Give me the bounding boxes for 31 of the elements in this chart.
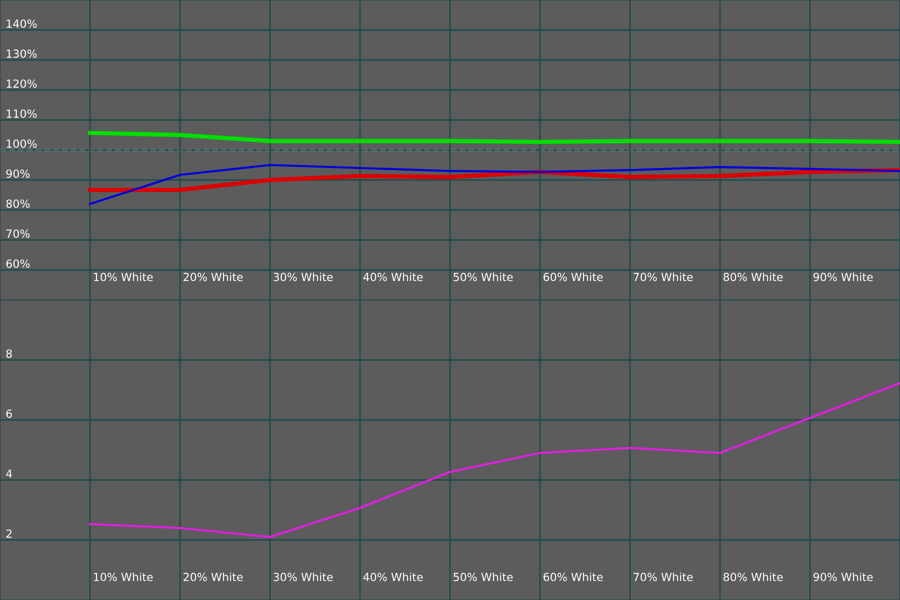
x-tick-label: 70% White <box>634 572 693 582</box>
y-tick-label: 80% <box>6 199 30 208</box>
y-tick-label: 120% <box>6 79 37 88</box>
y-tick-label: 70% <box>6 229 30 238</box>
x-tick-label: 70% White <box>634 272 693 282</box>
x-tick-label: 60% White <box>544 572 603 582</box>
y-tick-label: 2 <box>6 529 12 538</box>
x-tick-label: 60% White <box>544 272 603 282</box>
y-tick-label: 8 <box>6 349 12 358</box>
x-tick-label: 80% White <box>724 572 783 582</box>
y-tick-label: 4 <box>6 470 12 478</box>
y-tick-label: 90% <box>6 169 30 178</box>
x-tick-label: 50% White <box>454 272 513 282</box>
y-tick-label: 110% <box>6 109 37 118</box>
y-tick-label: 6 <box>6 409 12 418</box>
x-tick-label: 40% White <box>363 272 423 282</box>
x-tick-label: 40% White <box>363 572 423 582</box>
x-tick-label: 90% White <box>813 272 873 282</box>
y-tick-label: 130% <box>6 49 37 58</box>
x-tick-label: 20% White <box>184 272 243 282</box>
x-tick-label: 90% White <box>813 572 873 582</box>
x-tick-label: 20% White <box>184 572 243 582</box>
y-tick-label: 100% <box>6 139 37 148</box>
y-tick-label: 140% <box>6 19 37 28</box>
x-tick-label: 10% White <box>94 572 153 582</box>
y-tick-label: 60% <box>6 259 30 268</box>
x-tick-label: 30% White <box>274 572 333 582</box>
x-tick-label: 50% White <box>454 572 513 582</box>
x-tick-label: 30% White <box>274 272 333 282</box>
x-tick-label: 80% White <box>724 272 783 282</box>
x-tick-label: 10% White <box>94 272 153 282</box>
